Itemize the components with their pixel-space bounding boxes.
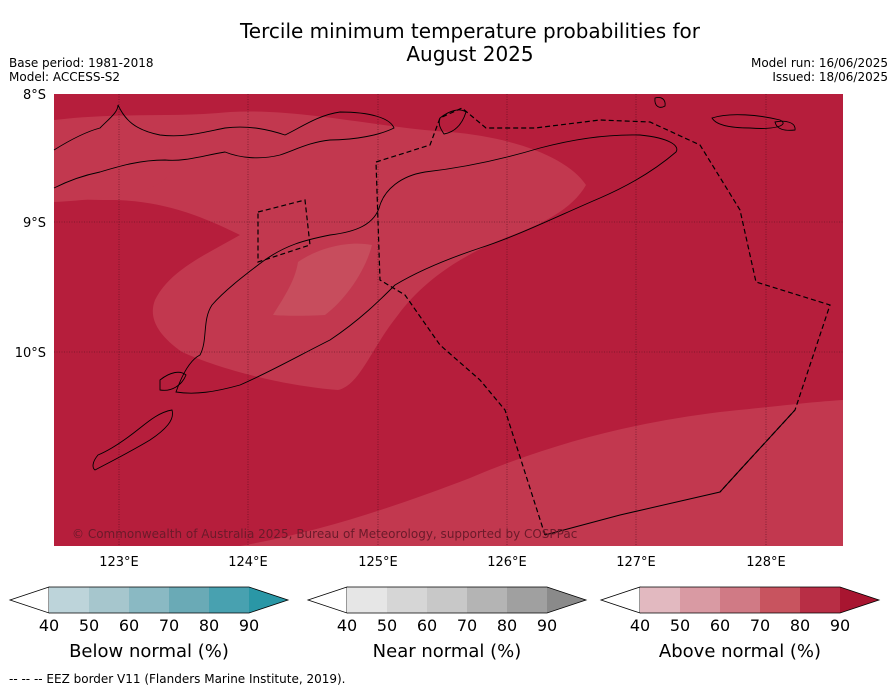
colorbar-above-segment xyxy=(640,587,680,613)
gridlines xyxy=(54,94,843,546)
eez-border xyxy=(257,107,831,536)
alor-coastline xyxy=(438,109,467,135)
colorbar-near-segment xyxy=(507,587,547,613)
map-title: Tercile minimum temperature probabilitie… xyxy=(170,20,770,66)
colorbar-below-high-extend xyxy=(249,587,288,613)
lat-label-10s: 10°S xyxy=(15,346,46,361)
lon-label-125e: 125°E xyxy=(358,555,398,570)
base-period: Base period: 1981-2018 xyxy=(9,56,154,70)
colorbar-above-low-extend xyxy=(599,586,641,614)
colorbar-near-title: Near normal (%) xyxy=(373,641,522,662)
meta-left: Base period: 1981-2018 Model: ACCESS-S2 xyxy=(9,56,154,84)
colorbar-above-segment xyxy=(680,587,720,613)
lon-label-127e: 127°E xyxy=(616,555,656,570)
eez-footnote: -- -- -- EEZ border V11 (Flanders Marine… xyxy=(9,672,346,686)
colorbar-below-tick-label: 80 xyxy=(199,616,219,635)
lon-label-123e: 123°E xyxy=(99,555,139,570)
colorbar-above-segment xyxy=(720,587,760,613)
colorbar-near-tick-label: 60 xyxy=(417,616,437,635)
lat-label-8s: 8°S xyxy=(23,88,46,103)
colorbar-near-low-extend xyxy=(306,586,348,614)
colorbar-below-segment xyxy=(129,587,169,613)
title-line-1: Tercile minimum temperature probabilitie… xyxy=(239,19,701,43)
colorbar-below-segment xyxy=(89,587,129,613)
colorbar-below-tick-label: 70 xyxy=(159,616,179,635)
copyright-text: © Commonwealth of Australia 2025, Bureau… xyxy=(72,527,577,541)
lon-label-126e: 126°E xyxy=(487,555,527,570)
colorbar-below-segment xyxy=(49,587,89,613)
colorbar-below-tick-label: 40 xyxy=(39,616,59,635)
coastlines xyxy=(53,97,796,471)
colorbar-above-tick-label: 60 xyxy=(710,616,730,635)
probability-region-north-70 xyxy=(54,118,172,202)
colorbar-above-segment xyxy=(760,587,800,613)
model-name: Model: ACCESS-S2 xyxy=(9,70,121,84)
colorbar-near-tick-label: 80 xyxy=(497,616,517,635)
colorbar-near-segment xyxy=(347,587,387,613)
title-line-2: August 2025 xyxy=(406,42,534,66)
rote-coastline xyxy=(159,371,187,391)
probability-region-60 xyxy=(273,243,372,316)
model-run: Model run: 16/06/2025 xyxy=(750,56,888,70)
small-island-north xyxy=(654,97,666,108)
colorbar-below-tick-label: 50 xyxy=(79,616,99,635)
colorbar-above-tick-label: 70 xyxy=(750,616,770,635)
colorbar-below-outline xyxy=(49,586,290,614)
colorbar-above-tick-label: 80 xyxy=(790,616,810,635)
colorbar-above-title: Above normal (%) xyxy=(659,641,821,662)
colorbar-near-high-extend xyxy=(547,587,586,613)
small-island-east xyxy=(774,120,796,131)
colorbar-above-outline xyxy=(640,586,881,614)
colorbar-near-segment xyxy=(467,587,507,613)
colorbar-below-tick-label: 90 xyxy=(239,616,259,635)
colorbar-below-segment xyxy=(169,587,209,613)
colorbars: 40 50 60 70 80 90 Below normal (%) 40 50 60 70 80 90… xyxy=(8,586,881,662)
issued-date: Issued: 18/06/2025 xyxy=(772,70,888,84)
colorbar-near-outline xyxy=(347,586,588,614)
colorbar-near-tick-label: 50 xyxy=(377,616,397,635)
colorbar-above-tick-label: 40 xyxy=(630,616,650,635)
colorbar-near: 40 50 60 70 80 90 Near normal (%) xyxy=(306,586,588,662)
colorbar-above-high-extend xyxy=(840,587,879,613)
colorbar-near-tick-label: 70 xyxy=(457,616,477,635)
colorbar-below-low-extend xyxy=(8,586,50,614)
colorbar-above: 40 50 60 70 80 90 Above normal (%) xyxy=(599,586,881,662)
wetar-coastline xyxy=(711,114,784,129)
colorbar-near-tick-label: 90 xyxy=(537,616,557,635)
probability-region-70-southeast xyxy=(240,400,843,546)
lon-label-124e: 124°E xyxy=(228,555,268,570)
colorbar-near-tick-label: 40 xyxy=(337,616,357,635)
eez-border-solid xyxy=(544,409,796,536)
meta-right: Model run: 16/06/2025 Issued: 18/06/2025 xyxy=(751,56,888,84)
lat-label-9s: 9°S xyxy=(23,216,46,231)
flores-coastline xyxy=(53,104,395,189)
colorbar-above-segment xyxy=(800,587,840,613)
colorbar-near-segment xyxy=(427,587,467,613)
colorbar-near-segment xyxy=(387,587,427,613)
colorbar-below-tick-label: 60 xyxy=(119,616,139,635)
colorbar-above-tick-label: 90 xyxy=(830,616,850,635)
lon-label-128e: 128°E xyxy=(746,555,786,570)
colorbar-below: 40 50 60 70 80 90 Below normal (%) xyxy=(8,586,290,662)
colorbar-below-title: Below normal (%) xyxy=(69,641,229,662)
colorbar-above-tick-label: 50 xyxy=(670,616,690,635)
colorbar-below-segment xyxy=(209,587,249,613)
sumba-coastline xyxy=(92,409,173,471)
timor-coastline xyxy=(175,134,678,394)
